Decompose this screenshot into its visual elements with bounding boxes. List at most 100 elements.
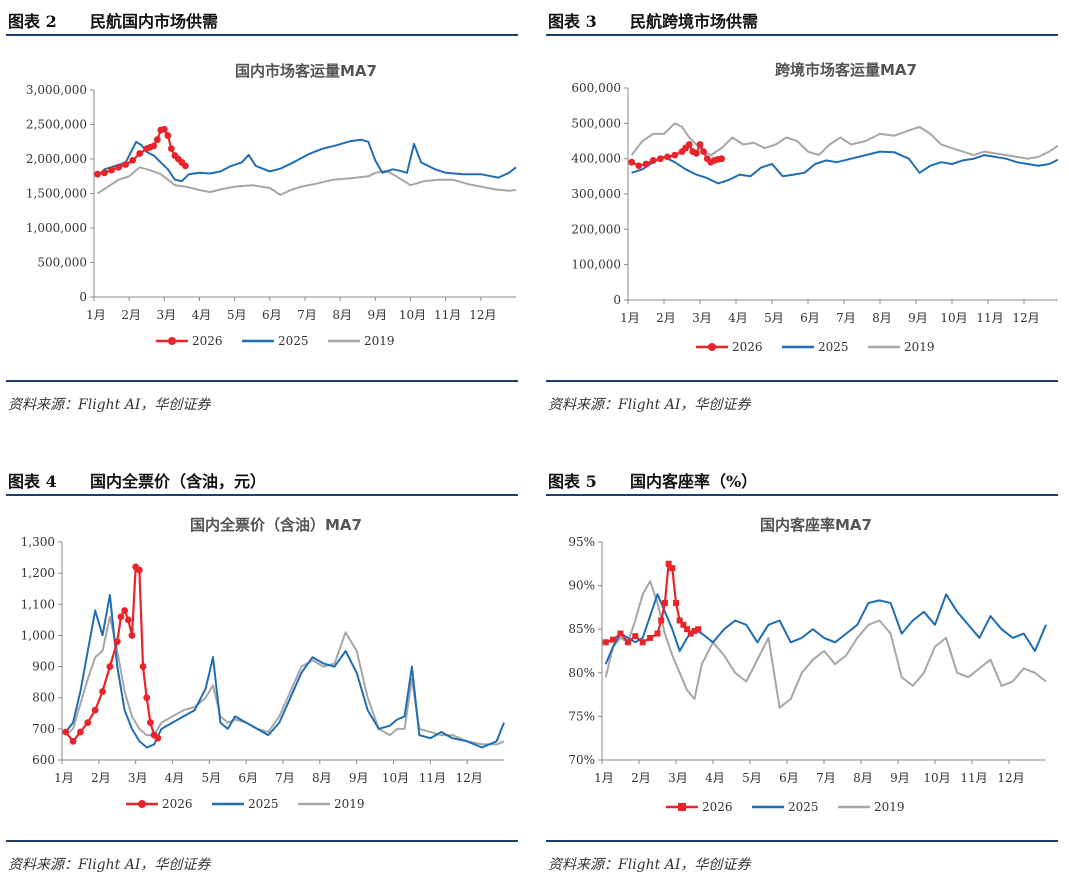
- data-point-2026: [115, 163, 123, 171]
- x-tick-label: 7月: [836, 311, 856, 325]
- y-tick-label: 90%: [568, 579, 595, 593]
- x-tick-label: 4月: [705, 771, 725, 785]
- source-note: 资料来源：Flight AI，华创证券: [8, 397, 211, 413]
- data-point-2026: [632, 633, 639, 640]
- x-tick-label: 10月: [399, 308, 426, 322]
- x-tick-label: 11月: [419, 771, 446, 785]
- legend-label-2026: 2026: [702, 800, 733, 814]
- data-point-2026: [182, 162, 189, 170]
- x-tick-label: 4月: [192, 308, 212, 322]
- figure-title: 民航跨境市场供需: [630, 12, 759, 31]
- x-tick-label: 5月: [742, 771, 762, 785]
- legend-label-2019: 2019: [334, 797, 365, 811]
- y-tick-label: 70%: [568, 753, 595, 767]
- data-point-2026: [700, 148, 707, 155]
- data-point-2026: [62, 728, 70, 736]
- y-tick-label: 2,500,000: [26, 118, 87, 132]
- footer-rule: [6, 840, 518, 842]
- x-tick-label: 5月: [227, 308, 247, 322]
- data-point-2026: [718, 155, 725, 163]
- x-tick-label: 6月: [779, 771, 799, 785]
- data-point-2026: [128, 632, 136, 639]
- data-point-2026: [642, 160, 650, 168]
- y-tick-label: 1,200: [21, 566, 55, 580]
- data-point-2026: [684, 626, 691, 633]
- data-point-2026: [661, 600, 668, 607]
- x-tick-label: 4月: [165, 771, 185, 785]
- legend-label-2026: 2026: [732, 340, 763, 354]
- figure-3-panel: 图表 3 民航跨境市场供需 跨境市场客运量MA7 0 100,000 200,000 3…: [546, 4, 1058, 424]
- data-point-2026: [164, 132, 172, 139]
- x-tick-label: 9月: [368, 308, 388, 322]
- data-point-2026: [143, 694, 151, 702]
- y-tick-label: 3,000,000: [26, 83, 87, 97]
- y-tick-label: 100,000: [571, 258, 621, 272]
- chart-title: 国内全票价（含油）MA7: [190, 516, 362, 534]
- data-point-2026: [84, 719, 92, 727]
- y-tick-label: 95%: [568, 535, 595, 549]
- data-point-2026: [654, 630, 661, 637]
- y-tick-label: 2,000,000: [26, 152, 87, 166]
- x-tick-label: 8月: [332, 308, 352, 322]
- x-tick-label: 7月: [297, 308, 317, 322]
- y-tick-label: 700: [32, 722, 55, 736]
- y-tick-label: 400,000: [571, 152, 621, 166]
- series-line-2019: [630, 122, 1058, 160]
- x-tick-label: 3月: [157, 308, 177, 322]
- chart-svg: 国内全票价（含油）MA7 600 700 800 900 1,000 1,100 1,200 1…: [21, 516, 505, 811]
- x-tick-label: 2月: [631, 771, 651, 785]
- data-point-2026: [635, 162, 643, 170]
- data-point-2026: [150, 142, 158, 150]
- x-tick-label: 11月: [960, 771, 987, 785]
- data-point-2026: [77, 728, 84, 736]
- data-point-2026: [101, 169, 108, 177]
- data-point-2026: [94, 170, 101, 178]
- y-tick-label: 200,000: [571, 222, 621, 236]
- x-tick-label: 7月: [275, 771, 295, 785]
- data-point-2026: [657, 155, 664, 163]
- data-point-2026: [122, 161, 130, 168]
- legend-marker-2026: [138, 800, 146, 808]
- x-tick-label: 12月: [469, 308, 496, 322]
- data-point-2026: [664, 153, 671, 161]
- x-tick-label: 6月: [262, 308, 282, 322]
- data-point-2026: [680, 621, 687, 628]
- data-point-2026: [117, 613, 125, 621]
- data-point-2026: [160, 125, 168, 133]
- x-tick-label: 1月: [86, 308, 106, 322]
- figure-header: 图表 3 民航跨境市场供需: [546, 4, 1058, 36]
- legend-label-2019: 2019: [904, 340, 935, 354]
- data-point-2026: [136, 150, 144, 157]
- figure-header: 图表 4 国内全票价（含油，元）: [6, 464, 518, 496]
- figure-number: 图表 4: [8, 472, 57, 491]
- data-point-2026: [624, 639, 631, 646]
- source-note: 资料来源：Flight AI，华创证券: [548, 397, 751, 413]
- legend-marker-2026: [678, 803, 686, 811]
- data-point-2026: [610, 636, 617, 643]
- chart-title: 跨境市场客运量MA7: [775, 61, 917, 79]
- chart-domestic-fare: 国内全票价（含油）MA7 600 700 800 900 1,000 1,100 1,200 1…: [6, 498, 518, 842]
- x-tick-label: 6月: [800, 311, 820, 325]
- chart-svg: 国内市场客运量MA7 0 500,000 1,000,000 1,500,000 2,00…: [26, 62, 517, 348]
- figure-header: 图表 2 民航国内市场供需: [6, 4, 518, 36]
- x-tick-label: 3月: [692, 311, 712, 325]
- x-tick-label: 4月: [728, 311, 748, 325]
- series-line-2025: [631, 150, 1058, 185]
- data-point-2026: [695, 626, 702, 633]
- figure-header: 图表 5 国内客座率（%）: [546, 464, 1058, 496]
- figure-title: 国内客座率（%）: [630, 472, 758, 491]
- y-tick-label: 900: [32, 660, 55, 674]
- figure-number: 图表 3: [548, 12, 597, 31]
- data-point-2026: [665, 560, 672, 567]
- legend-label-2019: 2019: [364, 334, 395, 348]
- legend-label-2025: 2025: [248, 797, 279, 811]
- data-point-2026: [669, 565, 676, 572]
- data-point-2026: [649, 157, 657, 164]
- legend-label-2026: 2026: [162, 797, 193, 811]
- data-point-2026: [676, 617, 683, 624]
- footer-rule: [6, 380, 518, 382]
- x-tick-label: 3月: [668, 771, 688, 785]
- x-tick-label: 2月: [91, 771, 111, 785]
- data-point-2026: [139, 663, 147, 670]
- y-tick-label: 75%: [568, 709, 595, 723]
